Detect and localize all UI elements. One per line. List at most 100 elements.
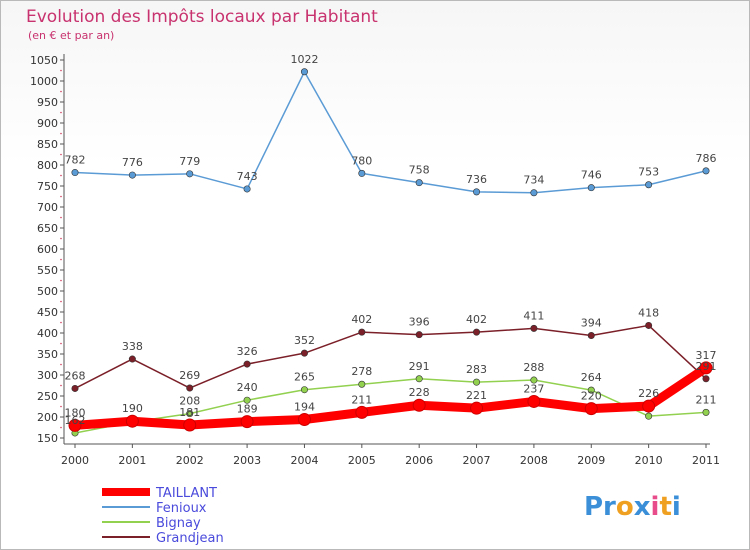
y-tick-label: 400 — [37, 327, 58, 340]
data-point — [243, 360, 251, 368]
data-point — [470, 401, 484, 415]
data-label: 162 — [65, 414, 86, 427]
data-point — [300, 386, 308, 394]
data-point — [645, 181, 653, 189]
data-label: 211 — [351, 393, 372, 406]
data-label: 228 — [409, 386, 430, 399]
y-tick-label: 700 — [37, 201, 58, 214]
y-minor-tick — [60, 279, 62, 282]
data-label: 291 — [696, 360, 717, 373]
y-tick-label: 550 — [37, 264, 58, 277]
data-label: 220 — [581, 390, 602, 403]
logo-text: Proxiti — [584, 492, 681, 522]
data-point — [243, 185, 251, 193]
y-tick-label: 450 — [37, 306, 58, 319]
data-label: 411 — [523, 309, 544, 322]
x-tick-label: 2007 — [463, 454, 491, 467]
data-point — [587, 332, 595, 340]
proxiti-logo: Proxiti — [584, 492, 681, 522]
axes: 150 200 250 300 350 400 450 500 550 600 650 700 750 8… — [30, 54, 720, 467]
y-tick-label: 800 — [37, 159, 58, 172]
data-label: 746 — [581, 169, 602, 182]
data-label: 190 — [122, 402, 143, 415]
data-label: 211 — [696, 393, 717, 406]
x-tick-label: 2011 — [692, 454, 720, 467]
data-label: 326 — [237, 345, 258, 358]
x-tick-label: 2010 — [635, 454, 663, 467]
y-minor-tick — [60, 90, 62, 93]
y-tick-label: 1000 — [30, 75, 58, 88]
data-point — [300, 349, 308, 357]
y-tick-label: 850 — [37, 138, 58, 151]
series-line-taillant — [70, 363, 711, 430]
data-point — [300, 68, 308, 76]
data-label: 265 — [294, 371, 315, 384]
data-label: 786 — [696, 152, 717, 165]
data-point — [702, 375, 710, 383]
y-minor-tick — [60, 174, 62, 177]
data-label: 743 — [237, 170, 258, 183]
data-label: 317 — [696, 349, 717, 362]
x-tick-label: 2008 — [520, 454, 548, 467]
y-tick-label: 750 — [37, 180, 58, 193]
y-tick-label: 300 — [37, 369, 58, 382]
x-tick-label: 2000 — [61, 454, 89, 467]
y-tick-label: 950 — [37, 96, 58, 109]
y-tick-label: 900 — [37, 117, 58, 130]
y-tick-label: 200 — [37, 411, 58, 424]
data-label: 758 — [409, 164, 430, 177]
data-point — [240, 415, 254, 429]
point-labels: 180 190 181 189 194 211 228 221 237 220 226 317 782 7… — [65, 53, 717, 427]
y-minor-tick — [60, 195, 62, 198]
data-point — [530, 189, 538, 197]
data-label: 226 — [638, 387, 659, 400]
chart-subtitle: (en € et par an) — [28, 29, 114, 42]
data-point — [584, 402, 598, 416]
y-tick-label: 650 — [37, 222, 58, 235]
data-point — [530, 376, 538, 384]
chart-title: Evolution des Impôts locaux par Habitant — [26, 7, 378, 27]
data-point — [702, 408, 710, 416]
data-point — [243, 396, 251, 404]
legend-entry: Grandjean — [156, 531, 224, 546]
data-label: 181 — [179, 406, 200, 419]
y-minor-tick — [60, 216, 62, 219]
x-tick-label: 2001 — [118, 454, 146, 467]
data-label: 402 — [466, 313, 487, 326]
data-label: 402 — [351, 313, 372, 326]
data-label: 264 — [581, 371, 602, 384]
y-minor-tick — [60, 258, 62, 261]
y-tick-label: 500 — [37, 285, 58, 298]
data-label: 283 — [466, 363, 487, 376]
series-line-bignay — [74, 378, 707, 434]
data-label: 237 — [523, 382, 544, 395]
data-label: 189 — [237, 403, 258, 416]
data-label: 782 — [65, 154, 86, 167]
y-minor-tick — [60, 426, 62, 429]
data-point — [186, 170, 194, 178]
data-point — [645, 412, 653, 420]
data-point — [128, 355, 136, 363]
y-minor-tick — [60, 405, 62, 408]
y-minor-tick — [60, 363, 62, 366]
y-minor-tick — [60, 342, 62, 345]
data-label: 240 — [237, 381, 258, 394]
data-label: 180 — [65, 406, 86, 419]
data-label: 736 — [466, 173, 487, 186]
data-point — [183, 418, 197, 432]
x-tick-label: 2009 — [577, 454, 605, 467]
data-point — [587, 386, 595, 394]
series-lines — [68, 68, 713, 437]
y-minor-tick — [60, 153, 62, 156]
data-point — [699, 361, 713, 375]
x-tick-label: 2005 — [348, 454, 376, 467]
data-label: 269 — [179, 369, 200, 382]
data-point — [415, 375, 423, 383]
data-label: 278 — [351, 365, 372, 378]
y-tick-label: 350 — [37, 348, 58, 361]
legend-entry: Bignay — [156, 516, 201, 531]
data-point — [71, 384, 79, 392]
data-label: 338 — [122, 340, 143, 353]
y-minor-tick — [60, 300, 62, 303]
